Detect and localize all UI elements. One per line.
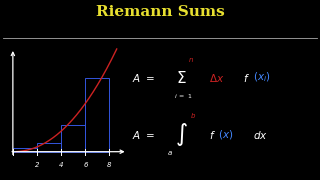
Text: 4: 4: [59, 162, 63, 168]
Bar: [13, 148, 37, 152]
Text: $f$: $f$: [243, 72, 250, 84]
Text: $(x_i)$: $(x_i)$: [253, 71, 270, 84]
Text: Riemann Sums: Riemann Sums: [96, 5, 224, 19]
Text: $(x)$: $(x)$: [218, 128, 234, 141]
Text: 8: 8: [107, 162, 112, 168]
Bar: [85, 78, 109, 152]
Text: $A\ =$: $A\ =$: [132, 129, 155, 141]
Bar: [37, 143, 61, 152]
Text: $i\ =\ 1$: $i\ =\ 1$: [174, 92, 193, 100]
Text: $\Delta x$: $\Delta x$: [209, 72, 224, 84]
Text: 6: 6: [83, 162, 88, 168]
Text: $\Sigma$: $\Sigma$: [176, 70, 187, 86]
Text: $a$: $a$: [167, 149, 173, 157]
Bar: [61, 125, 85, 152]
Text: $A\ =$: $A\ =$: [132, 72, 155, 84]
Text: $dx$: $dx$: [253, 129, 268, 141]
Text: $b$: $b$: [190, 111, 196, 120]
Text: $\int$: $\int$: [175, 121, 188, 148]
Text: $f$: $f$: [209, 129, 216, 141]
Text: $n$: $n$: [188, 56, 194, 64]
Text: 2: 2: [35, 162, 39, 168]
